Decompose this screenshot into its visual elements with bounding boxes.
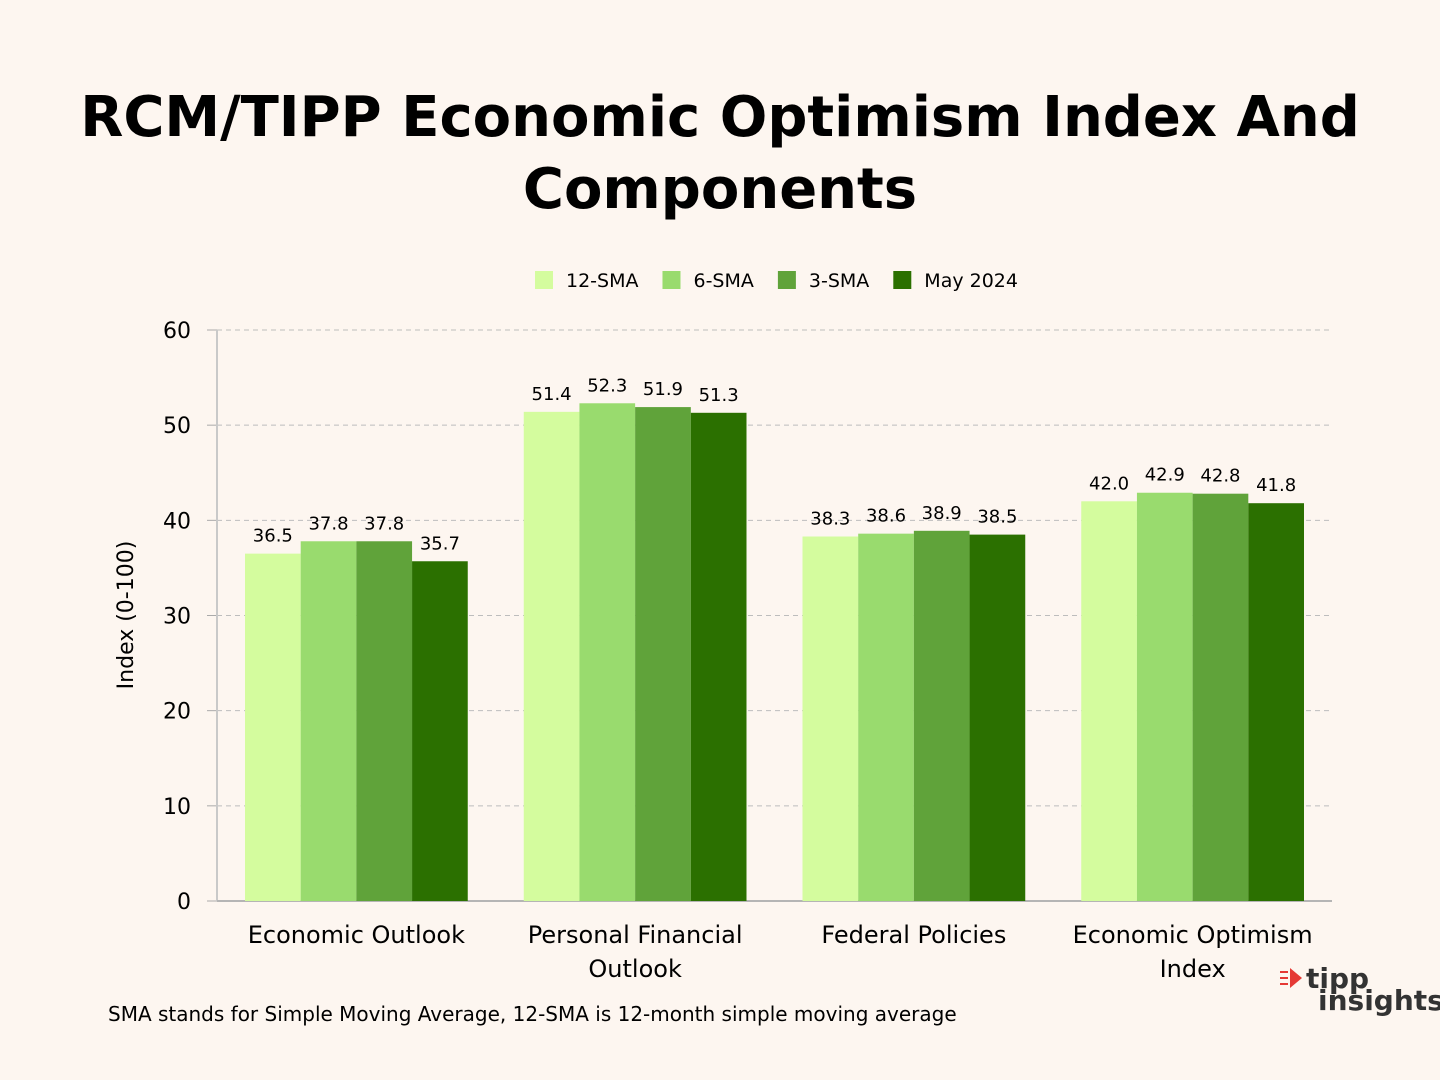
data-label: 35.7: [420, 533, 460, 554]
legend-swatch: [535, 271, 553, 289]
data-label: 51.3: [699, 385, 739, 406]
bar: [802, 536, 859, 901]
legend-swatch: [662, 271, 681, 289]
tipp-insights-logo: tipp insights: [1280, 962, 1440, 1022]
legend-swatch: [893, 271, 912, 289]
data-label: 38.3: [810, 509, 850, 530]
data-label: 38.6: [866, 506, 906, 527]
x-tick-label: Economic Outlook: [248, 921, 465, 949]
bar: [412, 561, 468, 901]
data-label: 36.5: [253, 526, 293, 547]
y-tick-label: 50: [163, 414, 191, 439]
x-tick-label: Personal Financial: [528, 921, 743, 949]
y-tick-label: 10: [163, 795, 191, 820]
bar: [635, 407, 691, 901]
logo-text-insights: insights: [1318, 984, 1440, 1017]
y-tick-label: 30: [163, 605, 191, 630]
chart-title-line2: Components: [522, 157, 918, 222]
bar: [858, 533, 914, 901]
x-tick-label: Outlook: [588, 955, 682, 983]
bar: [913, 530, 970, 901]
data-label: 37.8: [364, 513, 404, 534]
y-axis-label: Index (0-100): [114, 541, 139, 690]
legend-label: 12-SMA: [566, 270, 638, 292]
y-tick-label: 0: [177, 890, 191, 915]
data-label: 38.9: [922, 503, 962, 524]
data-label: 37.8: [308, 513, 348, 534]
logo-mark-icon: [1280, 968, 1302, 988]
data-label: 42.0: [1089, 473, 1129, 494]
bar: [1248, 503, 1304, 901]
data-label: 51.4: [532, 384, 572, 405]
data-label: 38.5: [977, 507, 1017, 528]
x-tick-label: Federal Policies: [821, 921, 1006, 949]
bar: [523, 411, 580, 901]
y-tick-label: 20: [163, 700, 191, 725]
bar: [969, 534, 1026, 901]
bar: [690, 412, 747, 901]
y-tick-label: 40: [163, 509, 191, 534]
bar: [579, 403, 636, 901]
legend-label: 3-SMA: [809, 270, 869, 292]
bar: [300, 541, 357, 901]
bar: [1081, 501, 1137, 901]
data-label: 51.9: [643, 379, 683, 400]
bar: [356, 541, 413, 901]
data-label: 52.3: [587, 375, 627, 396]
legend-label: 6-SMA: [693, 270, 753, 292]
legend-swatch: [777, 271, 796, 289]
bar: [1136, 492, 1193, 901]
data-label: 41.8: [1256, 475, 1296, 496]
legend-label: May 2024: [924, 270, 1018, 292]
bar: [1192, 493, 1249, 901]
bar-chart: 0 10 20 30 40 50 60 Index (0-100) 36.5 37.8 37.8 35…: [114, 270, 1332, 983]
data-label: 42.9: [1145, 465, 1185, 486]
chart-title: RCM/TIPP Economic Optimism Index And Com…: [0, 82, 1440, 226]
x-tick-label: Index: [1160, 955, 1226, 983]
data-label: 42.8: [1200, 466, 1240, 487]
footnote: SMA stands for Simple Moving Average, 12…: [108, 1002, 957, 1026]
bar: [245, 553, 301, 901]
x-tick-label: Economic Optimism: [1073, 921, 1313, 949]
y-tick-label: 60: [163, 319, 191, 344]
logo-text-tipp: tipp: [1306, 962, 1370, 995]
chart-title-line1: RCM/TIPP Economic Optimism Index And: [80, 85, 1360, 150]
